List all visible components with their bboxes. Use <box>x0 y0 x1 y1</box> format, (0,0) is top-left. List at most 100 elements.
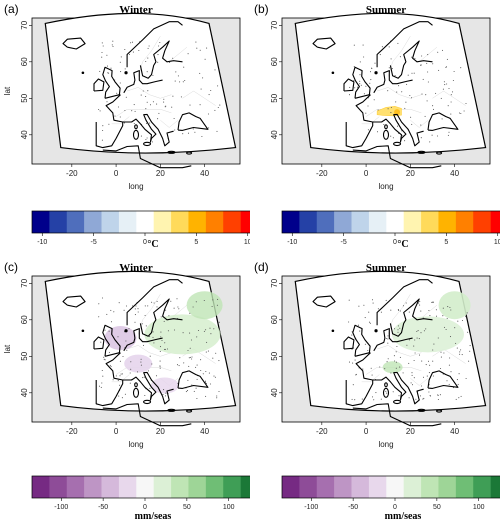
colorbar-swatch <box>136 211 154 233</box>
y-tick-label: 40 <box>20 130 29 139</box>
colorbar-swatch <box>403 211 422 233</box>
anomaly-shading <box>104 291 223 394</box>
colorbar-swatch <box>386 476 404 498</box>
location-marker <box>374 329 378 333</box>
panel-label: (c) <box>4 260 18 274</box>
y-tick-label: 40 <box>270 130 279 139</box>
colorbar-tick-label: 0 <box>393 239 397 246</box>
colorbar-svg: -100 -50 0 50 100 mm/seas <box>31 475 259 522</box>
y-tick-label: 40 <box>270 388 279 397</box>
colorbar-tick-label: 5 <box>444 239 448 246</box>
colorbar-tick-label: 0 <box>143 504 147 511</box>
colorbar-swatch <box>136 476 154 498</box>
colorbar-tick-label: 50 <box>183 504 191 511</box>
location-marker <box>124 329 128 333</box>
colorbar-swatch <box>334 476 352 498</box>
colorbar-swatch <box>32 211 50 233</box>
colorbar-svg: -10 -5 0 5 10 °C <box>281 210 500 250</box>
x-tick-label: 20 <box>406 169 415 178</box>
colorbar-swatch <box>351 211 370 233</box>
anomaly-shading <box>376 106 402 117</box>
x-tick-label: 0 <box>364 169 369 178</box>
axes: -20 0 20 40 40 50 60 70 <box>20 20 210 178</box>
colorbar-svg: -100 -50 0 50 100 mm/seas <box>281 475 500 522</box>
x-tick-label: 0 <box>114 427 119 436</box>
colorbar-swatch <box>473 211 491 233</box>
colorbar-swatch <box>455 476 474 498</box>
x-tick-label: 20 <box>406 427 415 436</box>
panel-title: Summer <box>366 262 406 274</box>
coastlines <box>312 21 459 169</box>
colorbar-swatch <box>403 476 422 498</box>
location-marker <box>124 71 128 75</box>
colorbar-swatch <box>118 211 137 233</box>
panel-svg: -20 0 20 40 40 50 60 70 long lat (c) Winter <box>3 260 241 449</box>
significance-stippling <box>348 299 471 401</box>
colorbar-swatch <box>188 476 207 498</box>
coastlines <box>312 279 459 427</box>
panel-title: Winter <box>119 262 153 274</box>
colorbar-swatch <box>223 476 241 498</box>
colorbar-unit-label: mm/seas <box>135 511 172 522</box>
colorbar-unit-label: °C <box>397 239 408 250</box>
colorbar-precipitation-right: -100 -50 0 50 100 mm/seas <box>250 468 500 525</box>
colorbar-unit-label: mm/seas <box>385 511 422 522</box>
x-tick-label: 40 <box>450 169 459 178</box>
panel-label: (b) <box>254 2 269 16</box>
colorbar-swatch <box>490 211 500 233</box>
colorbar-swatch <box>101 211 120 233</box>
panel-label: (a) <box>4 2 19 16</box>
x-tick-label: -20 <box>66 427 78 436</box>
colorbar-swatch <box>368 476 387 498</box>
colorbar-tick-label: 0 <box>143 239 147 246</box>
colorbar-temperature-right: -10 -5 0 5 10 °C <box>250 203 500 253</box>
colorbar-swatch <box>334 211 352 233</box>
colorbar-swatch <box>171 211 189 233</box>
colorbar-swatch <box>282 476 300 498</box>
colorbar-tick-label: -10 <box>37 239 47 246</box>
y-tick-label: 70 <box>20 278 29 287</box>
colorbar-tick-label: -10 <box>287 239 297 246</box>
colorbar-swatch <box>49 211 68 233</box>
panel-title: Winter <box>119 4 153 16</box>
colorbar-swatch <box>299 211 318 233</box>
colorbar-tick-label: 10 <box>494 239 500 246</box>
y-tick-label: 70 <box>270 278 279 287</box>
colorbar-swatch <box>153 211 172 233</box>
colorbar-temperature-left: -10 -5 0 5 10 °C <box>0 203 259 253</box>
colorbar-swatch <box>66 476 85 498</box>
y-tick-label: 50 <box>270 351 279 360</box>
colorbar-tick-label: -100 <box>54 504 68 511</box>
colorbar-swatch <box>171 476 189 498</box>
x-tick-label: -20 <box>316 169 328 178</box>
y-tick-label: 70 <box>270 20 279 29</box>
colorbar-swatch <box>316 211 335 233</box>
colorbar-tick-label: 5 <box>194 239 198 246</box>
map-panel-d-summer-precipitation: -20 0 20 40 40 50 60 70 long (d) Summer <box>250 258 500 458</box>
colorbar-swatch <box>118 476 137 498</box>
colorbar-tick-label: 50 <box>433 504 441 511</box>
colorbar-tick-label: -50 <box>348 504 358 511</box>
location-marker <box>81 329 85 333</box>
colorbar-tick-label: 10 <box>244 239 250 246</box>
x-tick-label: -20 <box>316 427 328 436</box>
coastlines <box>62 21 209 169</box>
panel-svg: -20 0 20 40 40 50 60 70 long (b) Summer <box>254 2 491 191</box>
model-domain <box>44 12 237 154</box>
y-axis-label: lat <box>3 344 12 353</box>
colorbar-tick-label: 100 <box>473 504 485 511</box>
x-tick-label: 40 <box>200 427 209 436</box>
colorbar-swatch <box>351 476 370 498</box>
x-tick-label: -20 <box>66 169 78 178</box>
x-axis-label: long <box>378 182 393 191</box>
colorbar-swatch <box>438 211 457 233</box>
colorbar-swatch <box>299 476 318 498</box>
coastlines <box>62 279 209 427</box>
panel-svg: -20 0 20 40 40 50 60 70 long lat (a) Winter <box>3 2 241 191</box>
colorbar-tick-label: -5 <box>341 239 347 246</box>
colorbar-swatch <box>421 476 439 498</box>
model-domain <box>294 12 487 154</box>
axes: -20 0 20 40 40 50 60 70 <box>270 20 460 178</box>
colorbar-tick-label: 0 <box>393 504 397 511</box>
y-axis-label: lat <box>3 86 12 95</box>
